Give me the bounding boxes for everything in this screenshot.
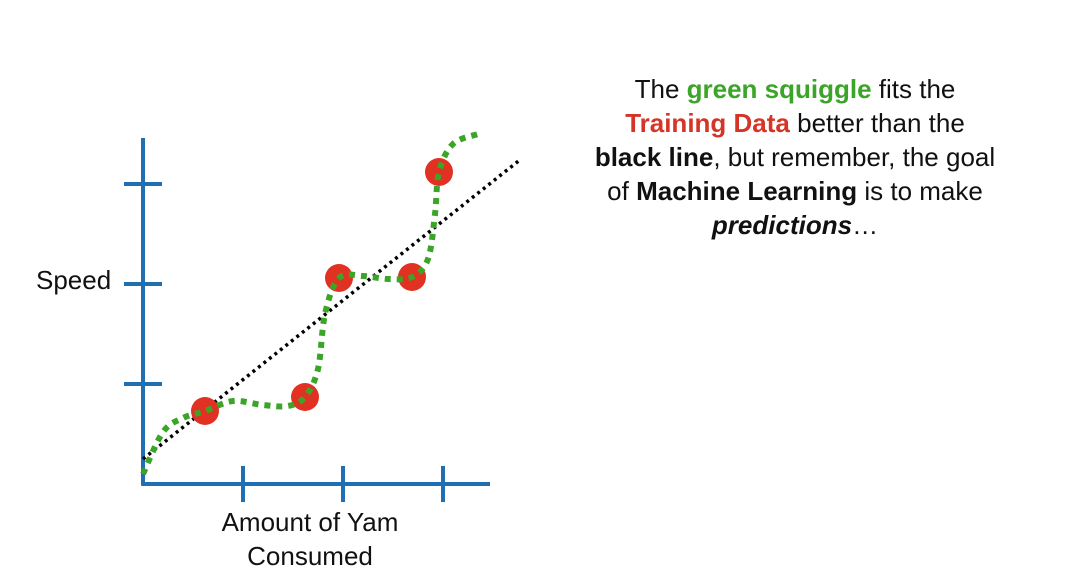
caption-line-4: of Machine Learning is to make: [607, 176, 983, 206]
explanation-text: The green squiggle fits the Training Dat…: [560, 72, 1030, 242]
chart-svg: [124, 131, 523, 502]
data-point-5: [425, 158, 453, 186]
green-squiggle-term: green squiggle: [686, 74, 872, 104]
caption-line-3: black line, but remember, the goal: [594, 142, 996, 172]
x-axis-label-line-2: Consumed: [247, 541, 373, 571]
black-line-term: black line: [594, 142, 714, 172]
y-axis-label: Speed: [36, 265, 112, 295]
data-point-2: [291, 383, 319, 411]
machine-learning-term: Machine Learning: [636, 176, 858, 206]
data-point-1: [191, 397, 219, 425]
green-squiggle-series: [140, 131, 480, 476]
x-axis-label-line-1: Amount of Yam: [221, 507, 399, 537]
x-axis-label: Amount of Yam Consumed: [180, 505, 440, 573]
training-data-term: Training Data: [625, 108, 790, 138]
caption-line-2: Training Data better than the: [625, 108, 965, 138]
caption-line-5: predictions…: [711, 210, 879, 240]
caption-line-1: The green squiggle fits the: [634, 74, 956, 104]
predictions-term: predictions: [711, 210, 853, 240]
